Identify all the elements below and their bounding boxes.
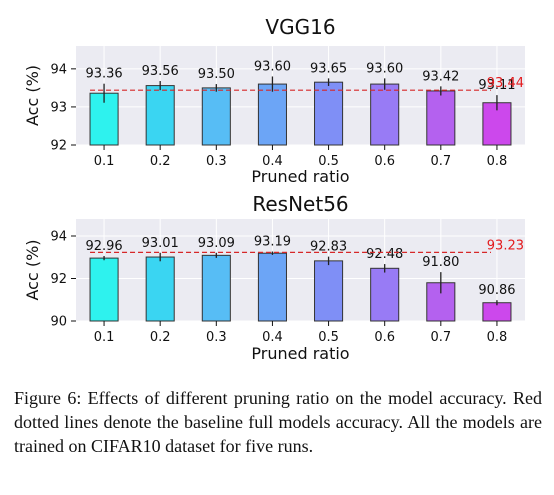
x-axis-label: Pruned ratio (251, 344, 349, 363)
data-label: 93.36 (85, 67, 122, 82)
bar-0.3 (201, 87, 231, 146)
chart-panel-1: VGG16 92 93 94 Acc (%) 93.36 0.1 93.56 0.2 93.50 0… (23, 15, 525, 186)
bar-0.8 (482, 302, 512, 322)
bar-0.1 (89, 257, 119, 322)
bar-0.2 (145, 85, 175, 146)
x-tick-label: 0.6 (374, 330, 395, 345)
bar-0.3 (201, 254, 231, 322)
y-tick-label: 90 (50, 315, 67, 330)
y-tick-label: 94 (50, 62, 67, 77)
x-tick-label: 0.4 (262, 154, 283, 169)
x-tick-label: 0.5 (318, 330, 339, 345)
x-tick-label: 0.7 (430, 154, 451, 169)
x-tick-label: 0.2 (150, 154, 171, 169)
x-tick-label: 0.8 (487, 330, 508, 345)
data-label: 93.01 (142, 236, 179, 251)
y-tick-label: 92 (50, 139, 67, 154)
x-tick-label: 0.8 (487, 154, 508, 169)
bar-0.2 (145, 256, 175, 322)
x-tick-label: 0.3 (206, 154, 227, 169)
data-label: 92.48 (366, 247, 403, 262)
bar-0.5 (314, 81, 344, 146)
chart-title: VGG16 (265, 15, 335, 39)
plot-area (76, 46, 525, 145)
x-axis-label: Pruned ratio (251, 167, 349, 186)
x-tick-label: 0.1 (94, 330, 115, 345)
y-tick-label: 93 (50, 100, 67, 115)
x-tick-label: 0.4 (262, 330, 283, 345)
bar-0.6 (370, 267, 400, 322)
y-axis-label: Acc (%) (23, 239, 42, 300)
data-label: 93.60 (254, 59, 291, 74)
charts-canvas: VGG16 92 93 94 Acc (%) 93.36 0.1 93.56 0.2 93.50 0… (23, 15, 525, 363)
chart-title: ResNet56 (252, 192, 348, 216)
chart-panel-2: ResNet56 90 92 94 Acc (%) 92.96 0.1 93.01 0.2 93.… (23, 192, 525, 363)
y-tick-label: 92 (50, 272, 67, 287)
data-label: 93.65 (310, 61, 347, 76)
baseline-label: 93.23 (487, 238, 524, 253)
x-tick-label: 0.2 (150, 330, 171, 345)
data-label: 91.80 (422, 255, 459, 270)
x-tick-label: 0.3 (206, 330, 227, 345)
bar-0.4 (257, 83, 287, 146)
data-label: 92.96 (85, 239, 122, 254)
x-tick-label: 0.1 (94, 154, 115, 169)
y-axis-label: Acc (%) (23, 65, 42, 126)
x-tick-label: 0.7 (430, 330, 451, 345)
bar-0.4 (257, 252, 287, 322)
data-label: 90.86 (478, 283, 515, 298)
y-tick-label: 94 (50, 230, 67, 245)
data-label: 93.19 (254, 235, 291, 250)
data-label: 93.42 (422, 69, 459, 84)
figure-caption: Figure 6: Effects of different pruning r… (14, 388, 542, 456)
data-label: 93.56 (142, 64, 179, 79)
x-tick-label: 0.5 (318, 154, 339, 169)
data-label: 92.83 (310, 240, 347, 255)
bar-0.5 (314, 260, 344, 322)
baseline-label: 93.44 (487, 76, 524, 91)
x-tick-label: 0.6 (374, 154, 395, 169)
data-label: 93.60 (366, 61, 403, 76)
data-label: 93.09 (198, 236, 235, 251)
data-label: 93.11 (478, 78, 515, 93)
data-label: 93.50 (198, 67, 235, 82)
bar-0.7 (426, 90, 456, 146)
bar-0.6 (370, 83, 400, 146)
